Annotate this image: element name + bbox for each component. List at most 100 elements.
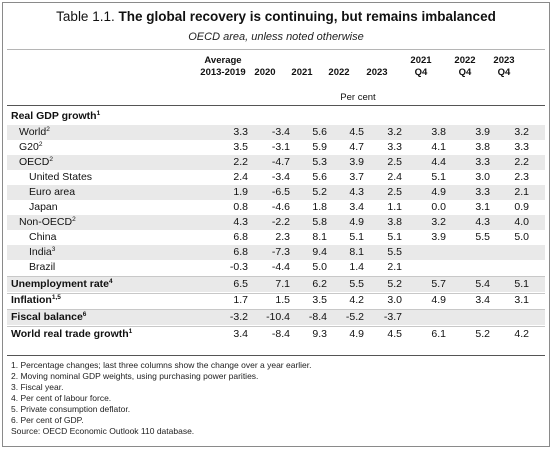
table-row: Non-OECD2 4.3 -2.2 5.8 4.9 3.8 3.2 4.3 4.0 bbox=[3, 215, 549, 230]
row-label: Inflation1,5 bbox=[11, 293, 61, 308]
row-label: India3 bbox=[29, 245, 55, 260]
row-label: Euro area bbox=[29, 185, 75, 200]
column-header: 2023 Q4 bbox=[473, 55, 535, 79]
table-cell: 3.8 bbox=[387, 216, 402, 228]
row-label-text: OECD bbox=[19, 156, 50, 168]
table-cell: -3.4 bbox=[271, 126, 290, 138]
table-cell: 2.4 bbox=[387, 171, 402, 183]
table-cell: -4.6 bbox=[271, 201, 290, 213]
table-cell: 3.7 bbox=[349, 171, 364, 183]
table-cell: 3.4 bbox=[349, 201, 364, 213]
row-label-text: World real trade growth bbox=[11, 328, 129, 340]
row-label: Non-OECD2 bbox=[19, 215, 76, 230]
table-notes: 1. Percentage changes; last three column… bbox=[11, 360, 312, 437]
table-cell: 0.9 bbox=[514, 201, 529, 213]
table-row: United States 2.4 -3.4 5.6 3.7 2.4 5.1 3.0 2.3 bbox=[3, 170, 549, 185]
table-row: World2 3.3 -3.4 5.6 4.5 3.2 3.8 3.9 3.2 bbox=[3, 125, 549, 140]
row-label: Brazil bbox=[29, 260, 55, 275]
table-cell: 5.8 bbox=[312, 216, 327, 228]
column-header-line2: 2023 bbox=[366, 67, 388, 78]
table-cell: 2.3 bbox=[275, 231, 290, 243]
table-cell: 4.5 bbox=[387, 328, 402, 340]
table-cell: -3.7 bbox=[383, 311, 402, 323]
table-cell: 5.7 bbox=[431, 278, 446, 290]
row-label-text: Real GDP growth bbox=[11, 110, 97, 122]
table-cell: -10.4 bbox=[266, 311, 290, 323]
section-separator bbox=[7, 276, 545, 277]
row-label: Real GDP growth1 bbox=[11, 109, 100, 124]
table-row: Fiscal balance6 -3.2 -10.4 -8.4 -5.2 -3.7 bbox=[3, 310, 549, 325]
row-label-text: Japan bbox=[29, 201, 58, 213]
table-cell: 4.9 bbox=[349, 328, 364, 340]
table-cell: 8.1 bbox=[312, 231, 327, 243]
column-header-line2: Q4 bbox=[497, 67, 511, 78]
table-cell: 2.1 bbox=[514, 186, 529, 198]
table-cell: 5.1 bbox=[387, 231, 402, 243]
table-cell: 3.3 bbox=[233, 126, 248, 138]
table-cell: 1.1 bbox=[387, 201, 402, 213]
table-cell: 1.9 bbox=[233, 186, 248, 198]
table-cell: 6.1 bbox=[431, 328, 446, 340]
table-cell: 0.8 bbox=[233, 201, 248, 213]
table-cell: 4.9 bbox=[349, 216, 364, 228]
table-cell: 2.5 bbox=[387, 186, 402, 198]
table-cell: 4.9 bbox=[431, 294, 446, 306]
row-label-text: Unemployment rate bbox=[11, 278, 110, 290]
table-cell: 5.1 bbox=[349, 231, 364, 243]
unit-label: Per cent bbox=[340, 92, 376, 103]
table-cell: 9.3 bbox=[312, 328, 327, 340]
table-cell: -3.4 bbox=[271, 171, 290, 183]
table-cell: 3.0 bbox=[475, 171, 490, 183]
section-separator bbox=[7, 326, 545, 327]
row-label: G202 bbox=[19, 140, 42, 155]
table-cell: 0.0 bbox=[431, 201, 446, 213]
table-cell: 1.7 bbox=[233, 294, 248, 306]
footnote: Source: OECD Economic Outlook 110 databa… bbox=[11, 426, 195, 436]
column-header: Average 2013-2019 bbox=[192, 55, 254, 79]
table-cell: -6.5 bbox=[271, 186, 290, 198]
table-cell: 4.1 bbox=[431, 141, 446, 153]
table-cell: 3.1 bbox=[514, 294, 529, 306]
table-cell: 5.2 bbox=[387, 278, 402, 290]
table-cell: 3.9 bbox=[431, 231, 446, 243]
table-cell: 3.2 bbox=[514, 126, 529, 138]
footnote: 1. Percentage changes; last three column… bbox=[11, 360, 312, 370]
table-cell: 2.2 bbox=[514, 156, 529, 168]
column-header: 2022 bbox=[308, 55, 370, 79]
table-cell: -7.3 bbox=[271, 246, 290, 258]
row-label-text: Non-OECD bbox=[19, 216, 73, 228]
table-cell: 2.4 bbox=[233, 171, 248, 183]
row-shading bbox=[7, 277, 545, 292]
column-header: 2020 bbox=[234, 55, 296, 79]
table-cell: 5.0 bbox=[514, 231, 529, 243]
table-frame: Table 1.1. The global recovery is contin… bbox=[2, 2, 550, 447]
table-cell: 3.2 bbox=[431, 216, 446, 228]
table-cell: 3.8 bbox=[475, 141, 490, 153]
footnote-marker: 2 bbox=[49, 156, 53, 163]
table-cell: 6.2 bbox=[312, 278, 327, 290]
row-label-text: Brazil bbox=[29, 261, 56, 273]
row-label-text: United States bbox=[29, 171, 93, 183]
column-header: 2021 Q4 bbox=[390, 55, 452, 79]
footnote-marker: 2 bbox=[46, 126, 50, 133]
table-cell: -4.7 bbox=[271, 156, 290, 168]
column-header: 2022 Q4 bbox=[434, 55, 496, 79]
table-cell: 3.3 bbox=[387, 141, 402, 153]
table-cell: 7.1 bbox=[275, 278, 290, 290]
row-label-text: Fiscal balance bbox=[11, 311, 83, 323]
row-label-text: China bbox=[29, 231, 57, 243]
table-cell: 5.5 bbox=[475, 231, 490, 243]
section-separator bbox=[7, 293, 545, 294]
footnote-marker: 4 bbox=[109, 278, 113, 285]
table-cell: -3.2 bbox=[229, 311, 248, 323]
table-cell: 4.2 bbox=[349, 294, 364, 306]
row-label: World2 bbox=[19, 125, 50, 140]
row-label: World real trade growth1 bbox=[11, 327, 132, 342]
column-header-line1: Average bbox=[204, 55, 242, 66]
table-cell: 3.5 bbox=[312, 294, 327, 306]
footnote-marker: 3 bbox=[51, 246, 56, 253]
column-header-line2: 2021 bbox=[291, 67, 313, 78]
table-cell: -4.4 bbox=[271, 261, 290, 273]
row-label: United States bbox=[29, 170, 92, 185]
table-cell: 3.9 bbox=[349, 156, 364, 168]
